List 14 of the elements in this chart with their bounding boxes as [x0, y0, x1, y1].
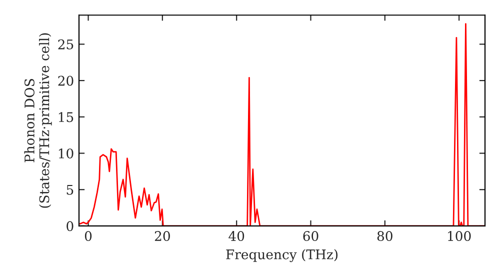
x-tick-label: 60 [303, 231, 318, 242]
y-axis-title: Phonon DOS (States/THz·primitive cell) [24, 33, 52, 208]
y-tick-label: 0 [66, 221, 74, 232]
y-tick-label: 5 [66, 185, 74, 195]
x-tick-label: 100 [448, 231, 471, 242]
x-tick-label: 20 [154, 231, 170, 242]
y-tick-label: 10 [58, 148, 74, 158]
x-axis-title: Frequency (THz) [226, 249, 338, 262]
x-tick-label: 0 [84, 231, 92, 242]
x-tick-label: 80 [377, 231, 392, 242]
x-tick-label: 40 [228, 231, 244, 242]
y-tick-label: 20 [58, 76, 74, 86]
y-tick-label: 15 [58, 112, 74, 122]
y-tick-label: 25 [58, 39, 74, 50]
